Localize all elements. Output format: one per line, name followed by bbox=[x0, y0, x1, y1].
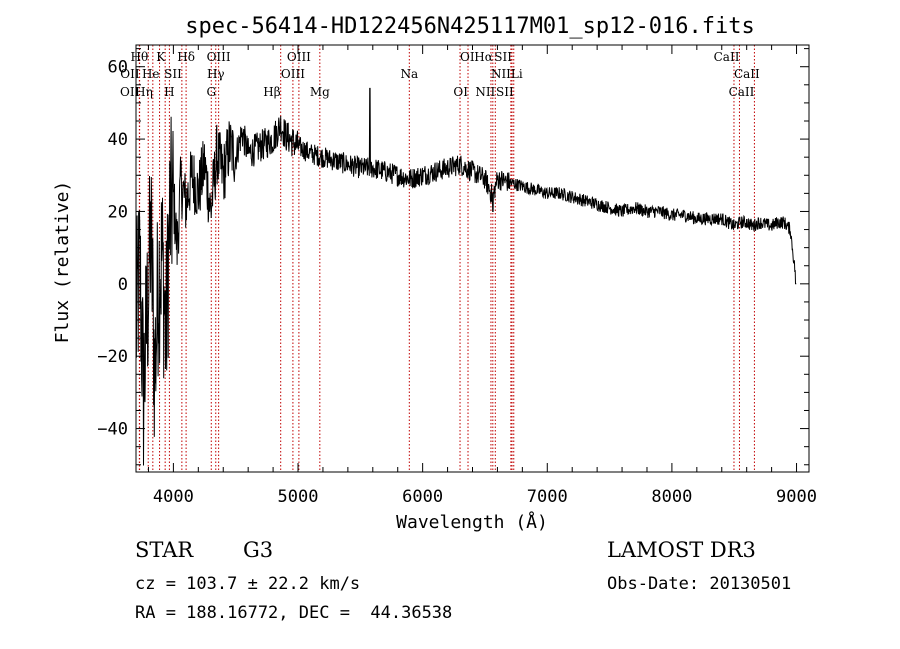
line-label: OIII bbox=[287, 50, 311, 64]
line-label: CaII bbox=[734, 67, 760, 81]
flux-series bbox=[135, 87, 797, 466]
line-label: Hθ bbox=[131, 50, 149, 64]
line-label: Hα bbox=[474, 50, 493, 64]
line-label: He bbox=[142, 67, 160, 81]
line-label: Hβ bbox=[263, 85, 280, 99]
line-label: NII bbox=[475, 85, 495, 99]
line-label: H bbox=[164, 85, 174, 99]
line-label: OII bbox=[120, 85, 140, 99]
line-label: G bbox=[206, 85, 216, 99]
object-class: STAR bbox=[135, 538, 194, 562]
x-axis-label: Wavelength (Å) bbox=[396, 511, 548, 533]
line-label: OII bbox=[120, 67, 140, 81]
y-tick-label: 40 bbox=[108, 130, 128, 150]
chart-title: spec-56414-HD122456N425117M01_sp12-016.f… bbox=[185, 14, 755, 39]
line-label: SII bbox=[164, 67, 182, 81]
object-subclass: G3 bbox=[243, 538, 274, 562]
line-label: Li bbox=[511, 67, 523, 81]
line-label: Hγ bbox=[207, 67, 225, 81]
line-label: OIII bbox=[207, 50, 231, 64]
line-label: Mg bbox=[310, 85, 330, 99]
line-label: OI bbox=[453, 85, 468, 99]
line-label: SII bbox=[494, 50, 512, 64]
line-label: K bbox=[156, 50, 166, 64]
x-tick-label: 9000 bbox=[776, 487, 817, 507]
line-label: OIII bbox=[281, 67, 305, 81]
y-tick-label: 20 bbox=[108, 202, 128, 222]
survey-name: LAMOST DR3 bbox=[607, 538, 756, 562]
y-axis-label: Flux (relative) bbox=[52, 181, 73, 344]
axis-ticks: 4000 5000 6000 7000 8000 9000 −40 −20 0 20 40 60 bbox=[97, 45, 817, 507]
spectral-line-markers bbox=[138, 45, 755, 472]
flux-line bbox=[135, 87, 797, 466]
x-tick-label: 4000 bbox=[153, 487, 194, 507]
line-label: NII bbox=[491, 67, 511, 81]
plot-frame bbox=[135, 44, 810, 473]
y-tick-label: −20 bbox=[97, 347, 128, 367]
line-label: Hδ bbox=[177, 50, 195, 64]
line-label: SII bbox=[496, 85, 514, 99]
line-label: CaII bbox=[714, 50, 740, 64]
observation-date: Obs-Date: 20130501 bbox=[607, 574, 792, 594]
x-tick-label: 7000 bbox=[527, 487, 568, 507]
line-label: Na bbox=[400, 67, 418, 81]
y-tick-label: −40 bbox=[97, 420, 128, 440]
y-tick-label: 0 bbox=[118, 275, 128, 295]
x-tick-label: 6000 bbox=[402, 487, 443, 507]
redshift-cz: cz = 103.7 ± 22.2 km/s bbox=[135, 574, 361, 594]
line-label: CaII bbox=[729, 85, 755, 99]
coordinates: RA = 188.16772, DEC = 44.36538 bbox=[135, 603, 453, 623]
x-tick-label: 8000 bbox=[651, 487, 692, 507]
y-tick-label: 60 bbox=[108, 58, 128, 78]
line-label: OI bbox=[460, 50, 475, 64]
line-label: Hη bbox=[135, 85, 153, 99]
x-tick-label: 5000 bbox=[278, 487, 319, 507]
